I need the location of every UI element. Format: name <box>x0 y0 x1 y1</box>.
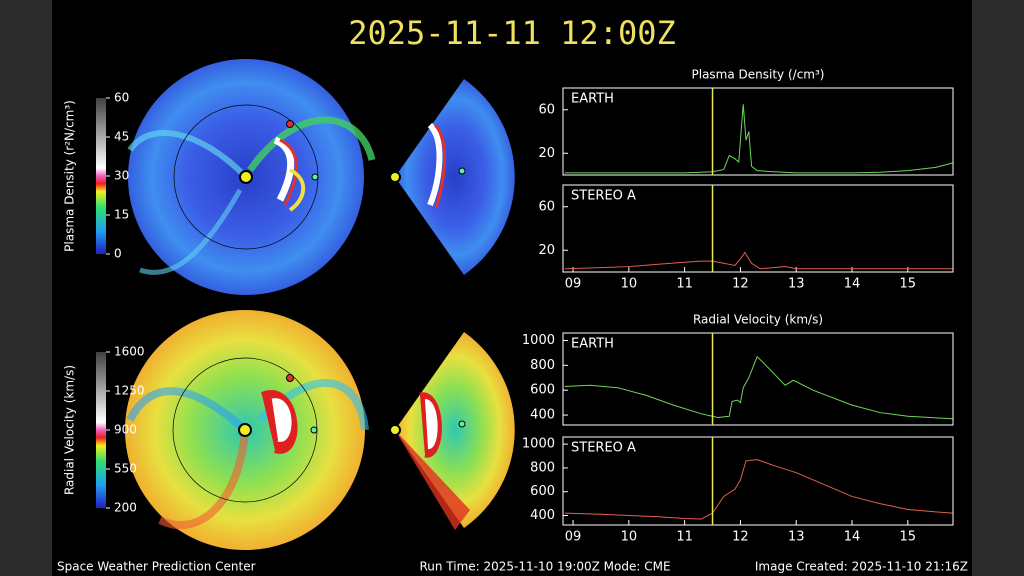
colorbar <box>96 98 106 254</box>
x-tick-label: 09 <box>565 530 582 545</box>
colorbar <box>96 352 106 508</box>
plot-frame <box>562 332 954 426</box>
series-name: EARTH <box>571 337 614 352</box>
x-tick-label: 12 <box>732 530 749 545</box>
x-tick-label: 11 <box>676 530 693 545</box>
x-tick-label: 13 <box>788 277 805 292</box>
x-tick-label: 12 <box>732 277 749 292</box>
colorbar-tick-label: 45 <box>114 130 129 144</box>
series-line <box>564 459 953 520</box>
footer-left: Space Weather Prediction Center <box>57 560 256 574</box>
colorbar-tick-label: 900 <box>114 423 137 437</box>
colorbar-tick-label: 15 <box>114 208 129 222</box>
velocity-disk <box>125 310 369 550</box>
y-tick-label: 1000 <box>522 437 555 452</box>
x-tick-label: 10 <box>621 277 638 292</box>
y-tick-label: 400 <box>530 508 555 523</box>
x-tick-label: 14 <box>844 277 861 292</box>
plot-frame <box>562 87 954 176</box>
y-tick-label: 600 <box>530 383 555 398</box>
plot-frame <box>562 184 954 273</box>
x-tick-label: 15 <box>900 530 917 545</box>
x-tick-label: 10 <box>621 530 638 545</box>
y-tick-label: 600 <box>530 484 555 499</box>
colorbar-tick-label: 0 <box>114 247 122 261</box>
colorbar-label: Plasma Density (r²N/cm³) <box>63 100 77 252</box>
density-disk <box>127 59 376 295</box>
colorbar-label: Radial Velocity (km/s) <box>63 365 77 495</box>
plot-frame <box>562 436 954 526</box>
x-tick-label: 14 <box>844 530 861 545</box>
colorbar-tick-label: 30 <box>114 169 129 183</box>
series-name: EARTH <box>571 92 614 107</box>
density-wedge <box>389 79 515 275</box>
colorbar-tick-label: 550 <box>114 462 137 476</box>
y-tick-label: 800 <box>530 358 555 373</box>
chart-title: Plasma Density (/cm³) <box>692 68 825 82</box>
series-name: STEREO A <box>571 441 636 456</box>
x-tick-label: 09 <box>565 277 582 292</box>
chart-title: Radial Velocity (km/s) <box>693 313 823 327</box>
y-tick-label: 20 <box>538 146 555 161</box>
y-tick-label: 800 <box>530 460 555 475</box>
y-tick-label: 60 <box>538 199 555 214</box>
footer-center: Run Time: 2025-11-10 19:00Z Mode: CME <box>419 560 670 574</box>
x-tick-label: 11 <box>676 277 693 292</box>
series-name: STEREO A <box>571 189 636 204</box>
footer-right: Image Created: 2025-11-10 21:16Z <box>755 560 968 574</box>
y-tick-label: 1000 <box>522 333 555 348</box>
y-tick-label: 20 <box>538 243 555 258</box>
series-line <box>564 251 953 270</box>
x-tick-label: 13 <box>788 530 805 545</box>
colorbar-tick-label: 60 <box>114 91 129 105</box>
main-title: 2025-11-11 12:00Z <box>348 14 676 52</box>
series-line <box>564 104 953 174</box>
colorbar-tick-label: 1250 <box>114 384 145 398</box>
velocity-wedge <box>389 332 515 530</box>
y-tick-label: 400 <box>530 408 555 423</box>
colorbar-tick-label: 1600 <box>114 345 145 359</box>
x-tick-label: 15 <box>900 277 917 292</box>
y-tick-label: 60 <box>538 102 555 117</box>
colorbar-tick-label: 200 <box>114 501 137 515</box>
series-line <box>564 355 953 420</box>
